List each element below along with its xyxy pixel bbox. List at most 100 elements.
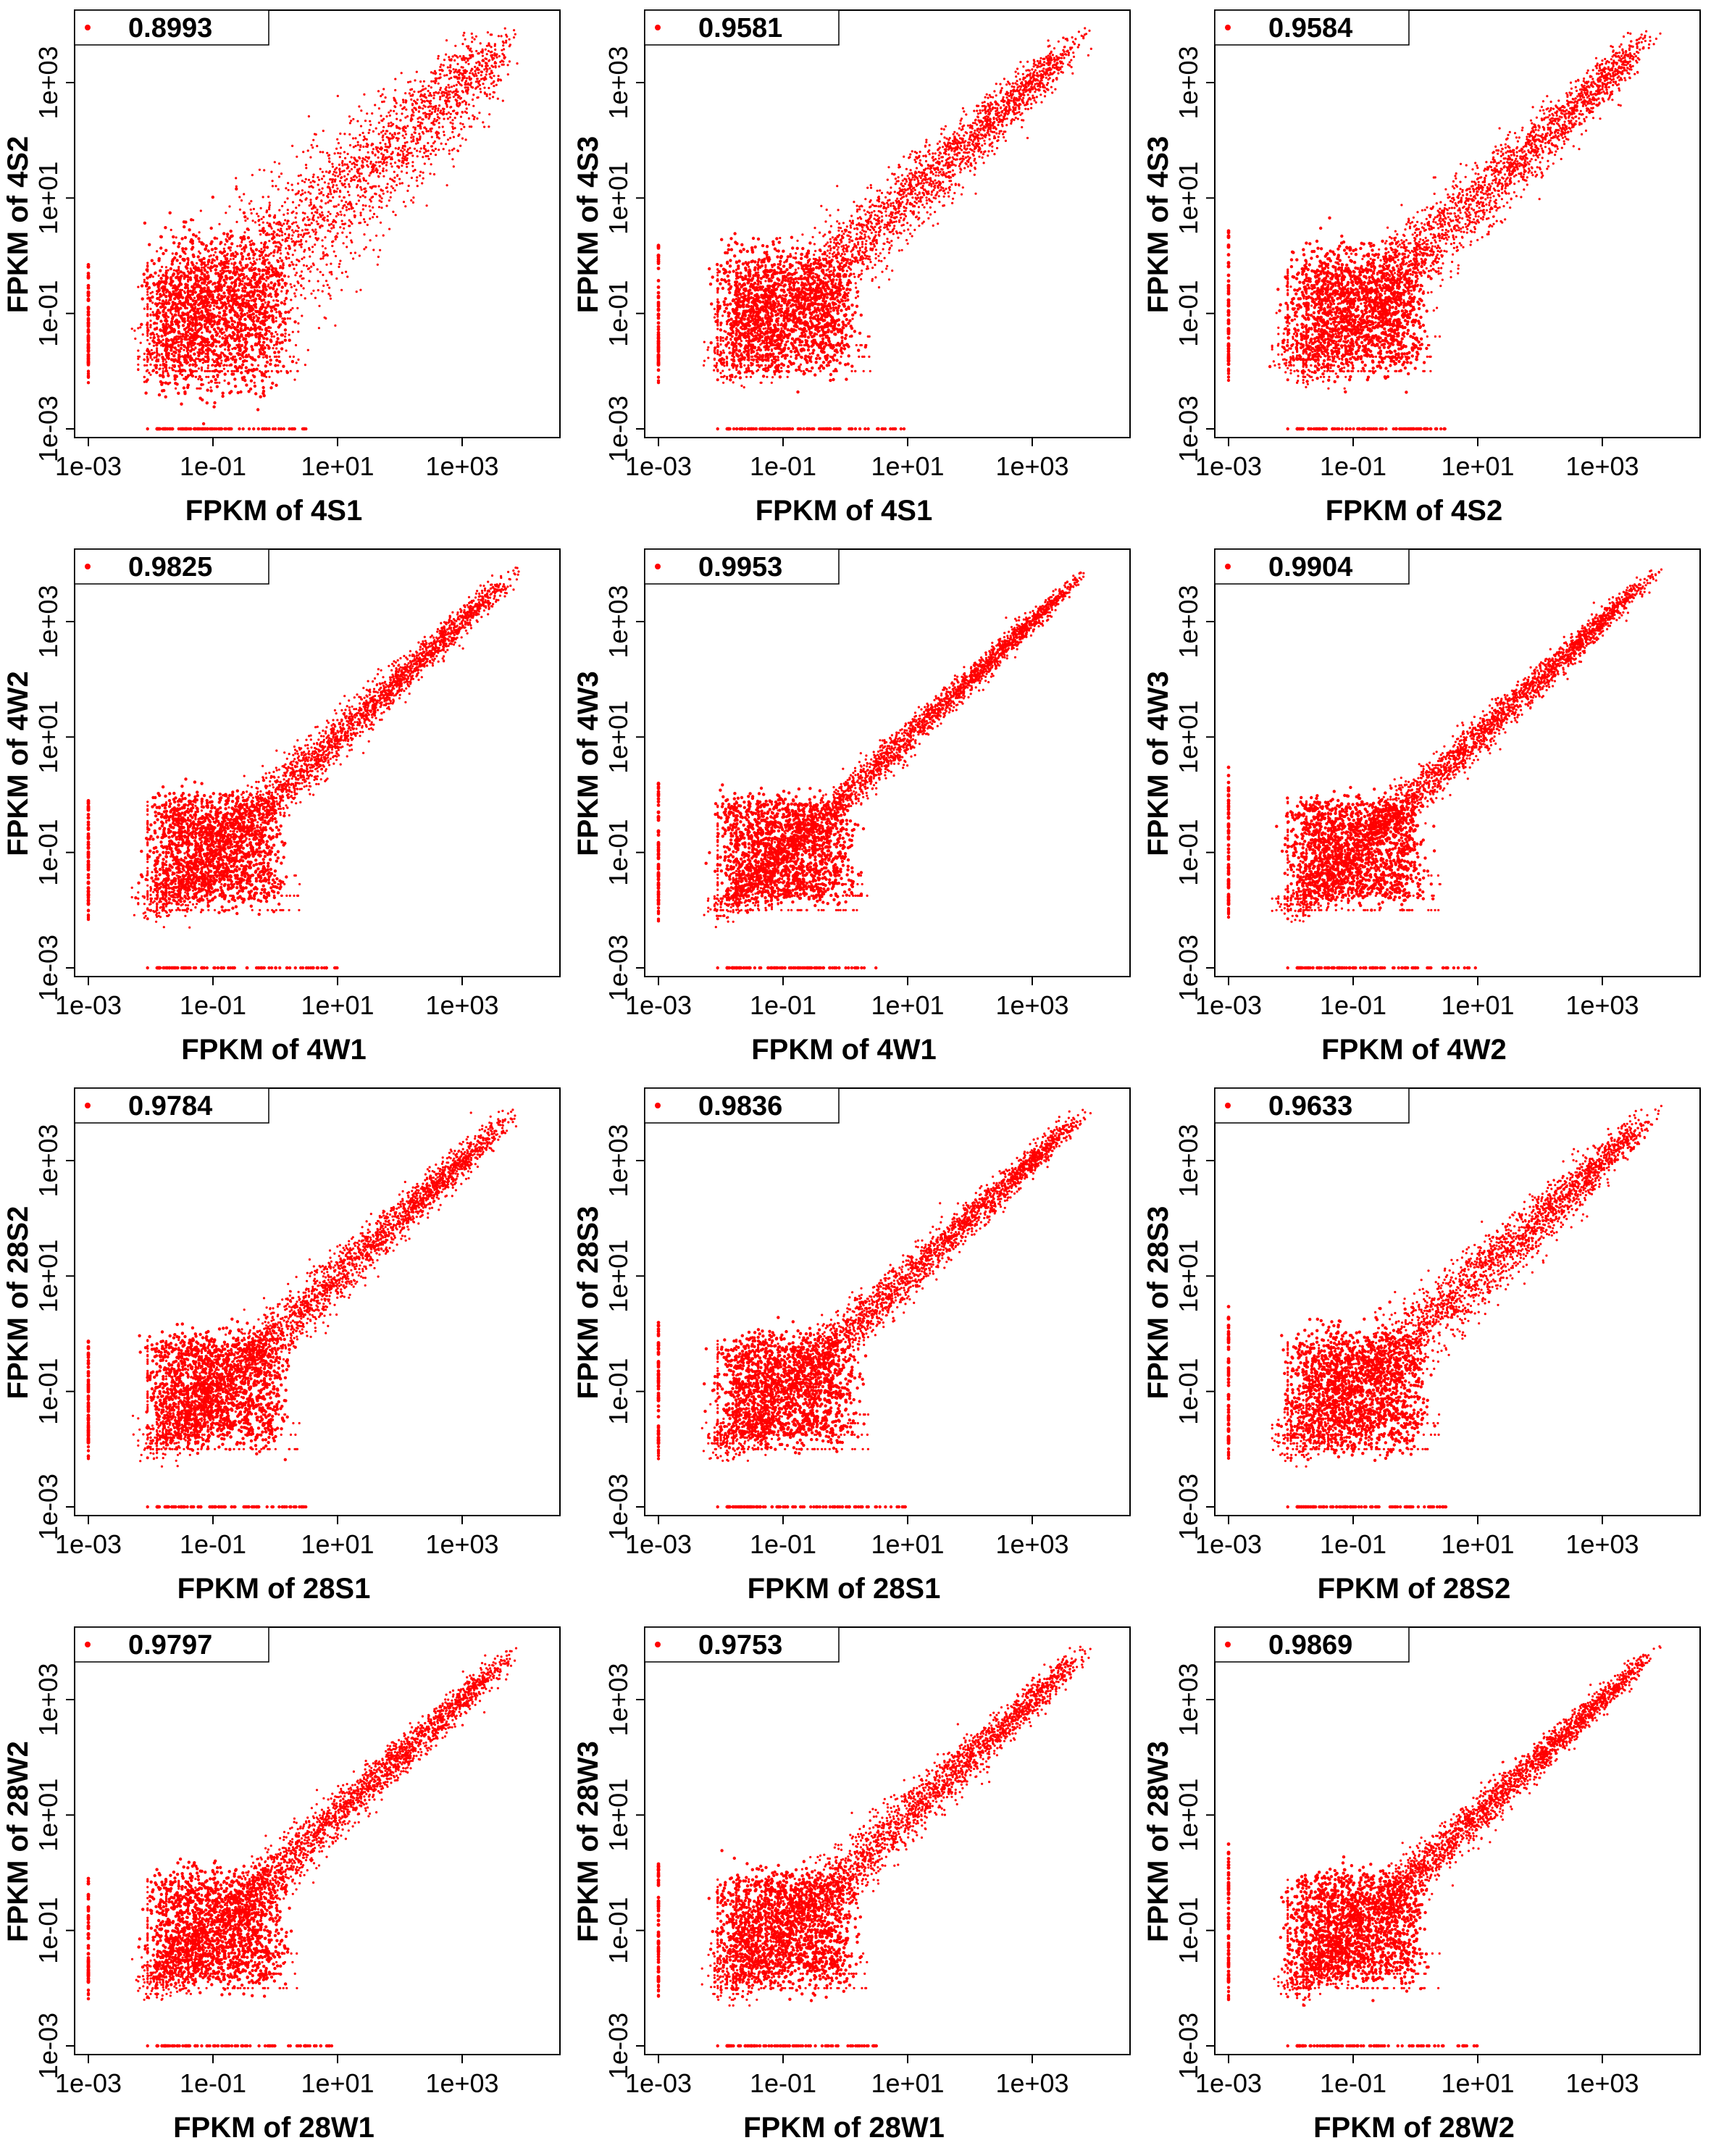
data-point	[273, 351, 276, 354]
data-point	[721, 314, 724, 317]
data-point	[181, 335, 183, 338]
data-point	[243, 359, 246, 362]
data-point	[379, 142, 381, 144]
data-point	[362, 177, 364, 179]
data-point	[314, 297, 317, 299]
data-point	[398, 132, 400, 134]
data-point	[252, 323, 255, 326]
data-point	[453, 165, 455, 167]
data-point	[213, 314, 216, 317]
data-point	[238, 339, 240, 342]
data-point	[820, 205, 822, 207]
data-point	[339, 260, 341, 262]
data-point	[406, 172, 408, 174]
data-point	[177, 349, 180, 351]
data-point	[502, 100, 504, 102]
data-point	[258, 312, 261, 315]
data-point	[501, 35, 503, 37]
data-point	[291, 234, 293, 236]
data-point	[917, 180, 919, 182]
data-point	[396, 118, 398, 120]
data-point	[430, 128, 432, 130]
data-point	[380, 153, 382, 155]
data-point	[165, 340, 167, 343]
data-point	[156, 309, 159, 312]
data-point	[175, 375, 177, 377]
data-point	[206, 344, 208, 346]
data-point	[317, 217, 319, 219]
data-point	[257, 427, 260, 430]
data-point	[388, 141, 390, 143]
data-point	[237, 391, 240, 394]
data-point	[213, 328, 216, 331]
data-point	[363, 188, 365, 190]
data-point	[259, 251, 262, 254]
data-point	[406, 115, 409, 117]
data-point	[271, 370, 273, 372]
data-point	[419, 151, 421, 153]
data-point	[416, 180, 418, 182]
data-point	[338, 266, 340, 268]
data-point	[230, 249, 232, 251]
data-point	[252, 312, 255, 315]
data-point	[260, 299, 263, 302]
data-point	[240, 329, 243, 332]
data-point	[310, 293, 312, 295]
data-point	[361, 167, 364, 169]
data-point	[190, 270, 193, 272]
data-point	[237, 277, 240, 280]
data-point	[305, 167, 307, 169]
data-point	[372, 206, 374, 209]
data-point	[340, 177, 342, 179]
data-point	[261, 262, 264, 264]
data-point	[249, 291, 252, 293]
data-point	[198, 344, 201, 346]
data-point	[303, 287, 305, 289]
data-point	[307, 219, 309, 221]
data-point	[283, 275, 286, 277]
data-point	[87, 372, 90, 375]
data-point	[454, 94, 456, 96]
data-point	[137, 364, 139, 366]
data-point	[280, 230, 283, 232]
data-point	[476, 96, 478, 99]
data-point	[180, 340, 183, 343]
data-point	[219, 289, 222, 292]
data-point	[194, 316, 196, 318]
data-point	[439, 73, 441, 75]
data-point	[243, 215, 246, 218]
data-point	[483, 126, 485, 128]
data-point	[187, 262, 189, 264]
data-point	[470, 78, 472, 80]
data-point	[363, 233, 365, 235]
data-point	[281, 267, 284, 270]
data-point	[347, 167, 349, 169]
data-point	[260, 242, 262, 244]
y-tick-label: 1e+03	[33, 46, 63, 119]
data-point	[244, 286, 247, 289]
data-point	[853, 276, 856, 278]
data-point	[266, 246, 269, 248]
data-point	[445, 74, 448, 76]
data-point	[183, 392, 186, 395]
data-point	[223, 248, 225, 250]
data-point	[893, 225, 895, 227]
data-point	[262, 356, 264, 359]
data-point	[168, 367, 170, 369]
data-point	[155, 312, 158, 315]
data-point	[475, 35, 477, 38]
data-point	[248, 241, 251, 243]
data-point	[468, 117, 470, 120]
data-point	[474, 38, 476, 41]
data-point	[430, 153, 432, 155]
data-point	[269, 363, 272, 366]
data-point	[143, 353, 146, 355]
data-point	[900, 217, 902, 219]
data-point	[358, 199, 360, 201]
data-point	[365, 156, 367, 158]
data-point	[170, 327, 172, 330]
data-point	[312, 262, 314, 264]
data-point	[280, 347, 283, 350]
data-point	[344, 180, 346, 182]
